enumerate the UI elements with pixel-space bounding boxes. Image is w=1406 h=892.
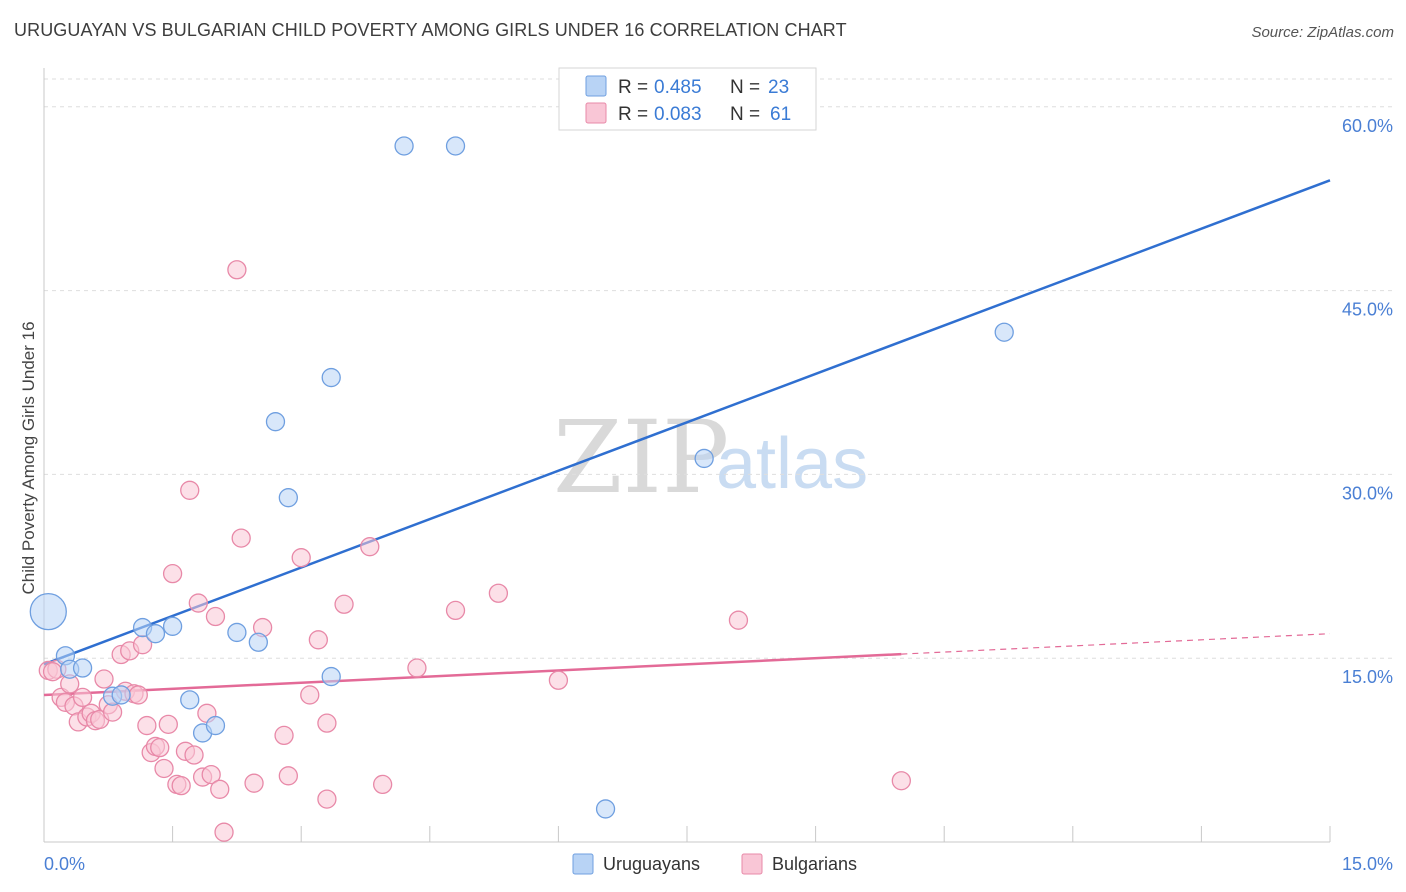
point-uruguayans	[265, 412, 286, 432]
grid-lines	[44, 78, 1393, 659]
point-bulgarians	[184, 745, 204, 765]
point-bulgarians	[171, 775, 191, 796]
x-tick-label-max: 15.0%	[1342, 854, 1393, 874]
point-bulgarians	[372, 774, 393, 795]
point-bulgarians	[231, 528, 251, 548]
point-bulgarians	[317, 789, 337, 809]
legend-n-value-bulgarians: 61	[770, 104, 791, 125]
data-points	[29, 136, 1014, 842]
legend-swatch-uruguayans	[585, 75, 607, 97]
point-bulgarians	[137, 715, 157, 736]
bottom-legend-bulgarians: Bulgarians	[772, 854, 857, 874]
bottom-legend-uruguayans: Uruguayans	[603, 854, 700, 874]
point-bulgarians	[154, 758, 174, 779]
legend-box: R = 0.485 N = 23 R = 0.083 N = 61	[558, 67, 817, 131]
legend-swatch-bulgarians	[585, 102, 607, 124]
point-uruguayans	[595, 799, 616, 819]
point-bulgarians	[244, 773, 264, 793]
legend-r-value-bulgarians: 0.083	[654, 104, 702, 125]
bottom-legend-swatch-bulgarians	[741, 853, 763, 875]
point-bulgarians	[274, 725, 294, 746]
point-uruguayans	[694, 448, 714, 469]
y-tick-label: 15.0%	[1342, 667, 1393, 687]
point-bulgarians	[360, 537, 380, 557]
y-tick-label: 30.0%	[1342, 483, 1393, 503]
point-bulgarians	[150, 737, 170, 758]
point-uruguayans	[994, 322, 1014, 342]
y-tick-label: 60.0%	[1342, 116, 1393, 136]
point-bulgarians	[201, 764, 221, 785]
svg-text:R = 0.083 N =: R = 0.083 N = 61	[618, 104, 791, 125]
point-uruguayans	[180, 690, 200, 710]
bottom-legend-swatch-uruguayans	[572, 853, 594, 875]
point-uruguayans	[248, 632, 268, 652]
point-bulgarians	[278, 766, 298, 786]
y-axis-label: Child Poverty Among Girls Under 16	[19, 321, 38, 594]
point-bulgarians	[308, 630, 328, 650]
y-tick-label: 45.0%	[1342, 300, 1393, 320]
point-uruguayans	[394, 136, 414, 156]
point-bulgarians	[317, 713, 337, 733]
svg-text:R = 0.485 N =: R = 0.485 N = 23	[618, 77, 789, 98]
point-bulgarians	[158, 714, 178, 735]
legend-n-label-uruguayans: N =	[730, 77, 765, 98]
point-uruguayans	[29, 592, 67, 631]
point-bulgarians	[445, 600, 466, 621]
point-bulgarians	[94, 669, 114, 689]
point-bulgarians	[210, 779, 230, 799]
point-uruguayans	[445, 136, 466, 156]
legend-r-value-uruguayans: 0.485	[654, 77, 702, 98]
point-bulgarians	[488, 583, 509, 603]
point-bulgarians	[72, 687, 93, 708]
point-bulgarians	[188, 593, 208, 613]
point-uruguayans	[227, 622, 247, 643]
trend-line-dashed-bulgarians	[901, 633, 1331, 655]
trend-line-uruguayans	[43, 179, 1331, 666]
point-uruguayans	[145, 624, 166, 644]
point-uruguayans	[321, 666, 341, 687]
point-bulgarians	[334, 594, 354, 614]
chart-title: URUGUAYAN VS BULGARIAN CHILD POVERTY AMO…	[14, 20, 847, 40]
legend-n-value-uruguayans: 23	[768, 77, 789, 98]
legend-r-label-bulgarians: R =	[618, 104, 653, 125]
point-bulgarians	[548, 670, 569, 690]
point-bulgarians	[162, 563, 183, 584]
point-bulgarians	[227, 260, 247, 280]
point-bulgarians	[407, 658, 427, 678]
point-bulgarians	[728, 610, 749, 630]
point-uruguayans	[278, 488, 298, 508]
legend-n-label-bulgarians: N =	[730, 104, 765, 125]
trend-line-bulgarians	[43, 652, 902, 697]
point-uruguayans	[72, 658, 93, 678]
point-bulgarians	[291, 548, 311, 568]
point-bulgarians	[128, 685, 148, 705]
y-tick-labels: 15.0% 30.0% 45.0% 60.0%	[1342, 116, 1393, 687]
point-bulgarians	[300, 685, 320, 705]
point-bulgarians	[180, 480, 200, 500]
point-bulgarians	[42, 662, 63, 682]
trend-lines	[43, 179, 1331, 697]
point-uruguayans	[321, 367, 341, 388]
point-uruguayans	[205, 715, 226, 736]
point-uruguayans	[162, 616, 183, 636]
legend-r-label-uruguayans: R =	[618, 77, 653, 98]
bottom-legend: Uruguayans Bulgarians	[572, 853, 857, 875]
point-uruguayans	[111, 685, 131, 705]
point-bulgarians	[891, 771, 911, 791]
watermark-atlas: atlas	[716, 424, 868, 504]
point-bulgarians	[205, 606, 226, 627]
x-tick-label-min: 0.0%	[44, 854, 85, 874]
point-bulgarians	[214, 822, 234, 842]
axes	[43, 68, 1331, 843]
chart-source: Source: ZipAtlas.com	[1251, 24, 1394, 41]
